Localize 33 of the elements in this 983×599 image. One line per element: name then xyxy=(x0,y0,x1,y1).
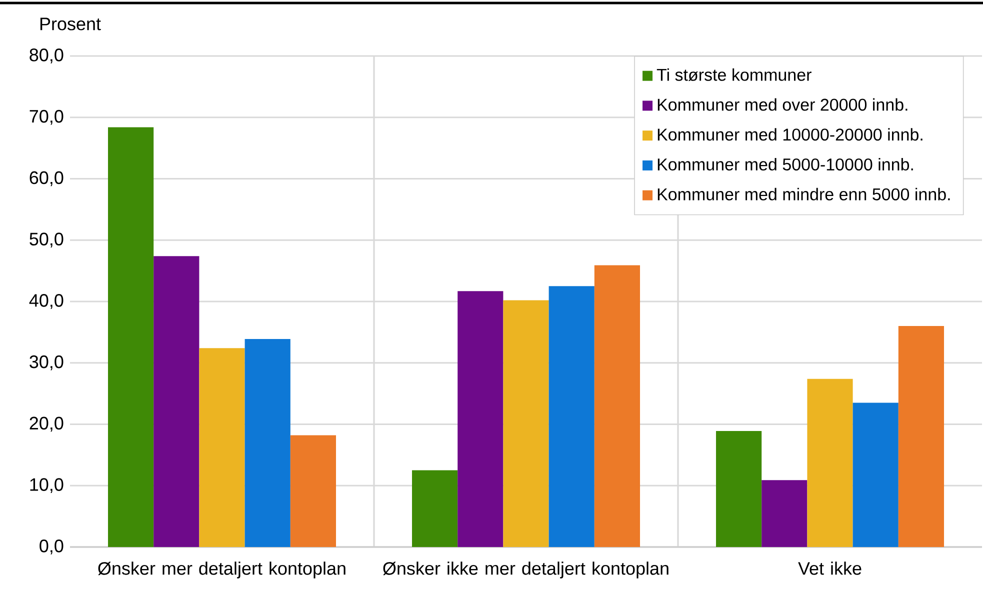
y-tick-label: 30,0 xyxy=(30,355,64,370)
bar xyxy=(244,338,290,547)
y-tick-label: 0,0 xyxy=(40,540,64,554)
bar xyxy=(290,435,336,547)
legend-label: Ti største kommuner xyxy=(656,68,812,82)
bar xyxy=(594,265,640,547)
y-tick-label: 10,0 xyxy=(30,478,64,494)
bar xyxy=(716,431,762,547)
bar xyxy=(762,480,808,547)
legend-label: Kommuner med mindre enn 5000 innb. xyxy=(658,188,950,200)
bar xyxy=(108,127,154,547)
legend-label: Kommuner med over 20000 innb. xyxy=(658,98,908,111)
y-tick-label: 80,0 xyxy=(30,48,64,64)
x-tick-label: Vet ikke xyxy=(798,562,862,575)
bar xyxy=(154,256,200,547)
y-tick-label: 20,0 xyxy=(30,416,64,432)
y-tick-label: 60,0 xyxy=(30,171,64,186)
y-tick-label: 70,0 xyxy=(30,110,64,125)
x-tick-label: Ønsker ikke mer detaljert kontoplan xyxy=(383,562,668,578)
bar xyxy=(458,291,504,547)
bar xyxy=(852,402,898,547)
bar xyxy=(412,470,458,547)
y-tick-label: 50,0 xyxy=(30,232,64,248)
legend-label: Kommuner med 10000-20000 innb. xyxy=(658,128,922,141)
bar xyxy=(548,286,594,547)
bar xyxy=(898,326,944,547)
x-tick-label: Ønsker mer detaljert kontoplan xyxy=(98,562,346,578)
y-axis-title: Prosent xyxy=(40,18,101,30)
bar xyxy=(199,348,245,547)
bar xyxy=(807,378,853,547)
bar xyxy=(503,300,549,547)
legend-label: Kommuner med 5000-10000 innb. xyxy=(658,158,913,170)
y-tick-label: 40,0 xyxy=(29,294,64,309)
